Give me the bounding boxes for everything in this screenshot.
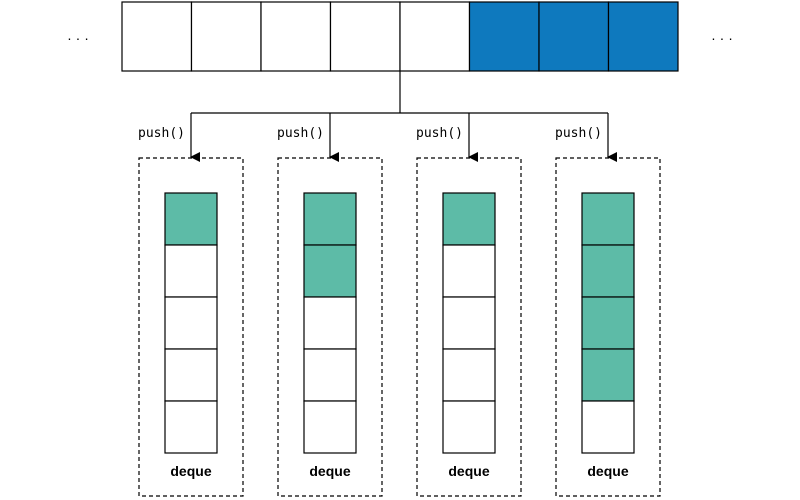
deque-empty-cell (303, 400, 357, 454)
queue-ellipsis-right: · · · (711, 30, 733, 46)
push-labels: push() push() push() push() (138, 126, 602, 141)
push-label: push() (277, 126, 324, 141)
deque-item-cell (164, 192, 218, 246)
deque-item-cell (303, 244, 357, 298)
push-label: push() (555, 126, 602, 141)
deque-empty-cell (164, 244, 218, 298)
queue-empty-cell (260, 1, 332, 72)
deque-empty-cell (442, 400, 496, 454)
deque-item-cell (581, 192, 635, 246)
deque-item-cell (581, 244, 635, 298)
queue-task-cell (607, 1, 679, 72)
deque-frame (555, 157, 661, 497)
push-label: push() (138, 126, 185, 141)
deque-frame (277, 157, 383, 497)
deque-empty-cell (164, 296, 218, 350)
deque-empty-cell (442, 296, 496, 350)
queue-ellipsis-left: · · · (67, 30, 89, 46)
deque-empty-cell (303, 296, 357, 350)
queue-task-cell (468, 1, 540, 72)
queue-empty-cell (190, 1, 262, 72)
deque-1: deque (138, 157, 244, 497)
deque-label: deque (170, 463, 211, 479)
deque-4: deque (555, 157, 661, 497)
deque-3: deque (416, 157, 522, 497)
queue-task-cell (538, 1, 610, 72)
deque-frame (138, 157, 244, 497)
deque-label: deque (309, 463, 350, 479)
deque-item-cell (442, 192, 496, 246)
deque-empty-cell (442, 348, 496, 402)
push-label: push() (416, 126, 463, 141)
queue-empty-cell (329, 1, 401, 72)
queue-empty-cell (121, 1, 193, 72)
deques: deque deque deque deque (138, 157, 661, 497)
deque-frame (416, 157, 522, 497)
deque-item-cell (581, 348, 635, 402)
deque-empty-cell (581, 400, 635, 454)
distribution-connectors (190, 71, 617, 162)
deque-label: deque (448, 463, 489, 479)
deque-empty-cell (164, 348, 218, 402)
deque-item-cell (581, 296, 635, 350)
deque-2: deque (277, 157, 383, 497)
deque-label: deque (587, 463, 628, 479)
queue-empty-cell (399, 1, 471, 72)
deque-item-cell (303, 192, 357, 246)
global-queue (121, 1, 679, 72)
deque-empty-cell (442, 244, 496, 298)
deque-empty-cell (164, 400, 218, 454)
deque-empty-cell (303, 348, 357, 402)
